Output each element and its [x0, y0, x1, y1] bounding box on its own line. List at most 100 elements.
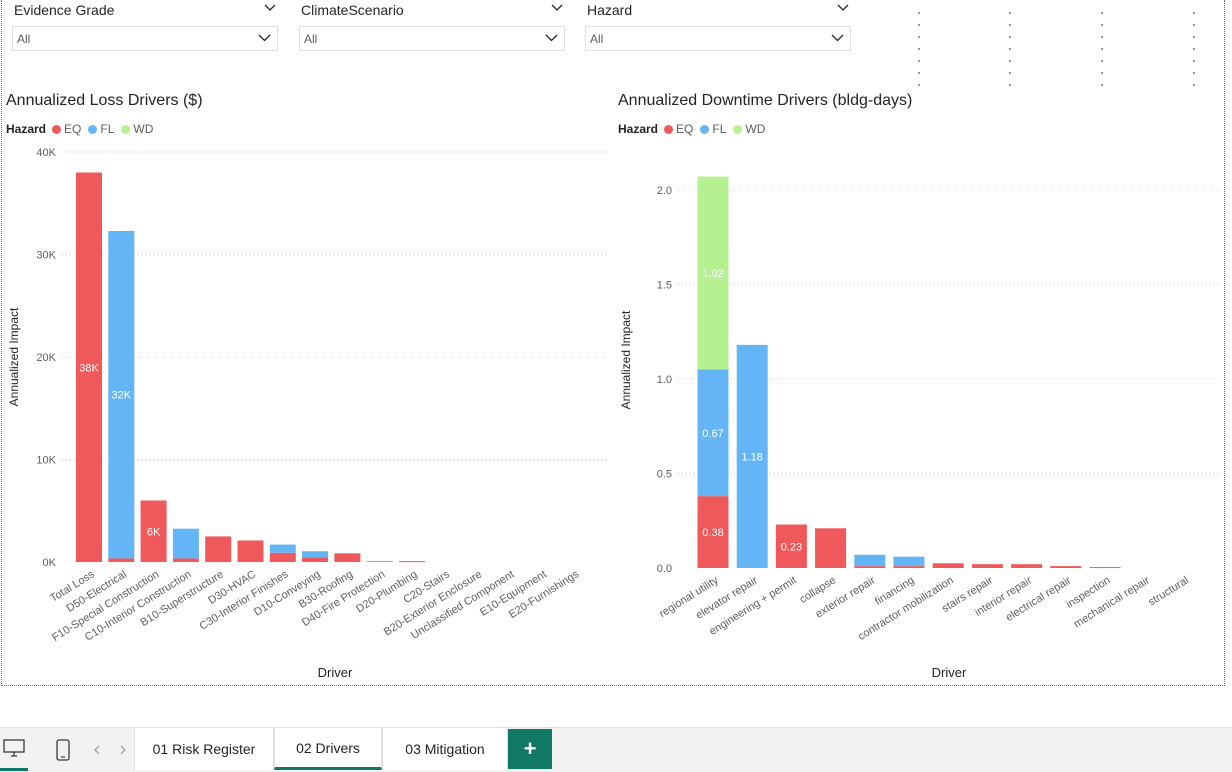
decoration-dot [918, 48, 920, 50]
next-page-button[interactable] [114, 728, 132, 771]
slicer-title: ClimateScenario [301, 2, 404, 18]
downtime-chart-title: Annualized Downtime Drivers (bldg-days) [618, 92, 913, 109]
decoration-dot [918, 60, 920, 62]
decoration-dot [1193, 84, 1195, 86]
x-axis-title: Driver [318, 665, 353, 680]
bar-segment-eq [76, 172, 102, 562]
decoration-dot [1193, 60, 1195, 62]
decoration-dot [1009, 12, 1011, 14]
decoration-dot [1101, 12, 1103, 14]
legend-label: FL [712, 122, 727, 136]
legend-marker [664, 124, 674, 134]
mobile-view-button[interactable] [50, 728, 76, 771]
legend-label: WD [745, 122, 766, 136]
decoration-dot [918, 24, 920, 26]
y-tick-label: 20K [36, 352, 56, 364]
legend-marker [700, 124, 710, 134]
legend-item-wd[interactable]: WD [733, 122, 765, 136]
slicer-dropdown[interactable]: All [299, 26, 565, 51]
data-label: 0.23 [781, 541, 802, 553]
slicer-climate-scenario: ClimateScenario All [297, 0, 565, 54]
bar-segment-fl [172, 528, 199, 559]
add-page-button[interactable]: + [508, 729, 552, 769]
decoration-dot [1193, 48, 1195, 50]
bar-segment-eq [172, 558, 199, 562]
legend-item-wd[interactable]: WD [121, 122, 153, 136]
bar-segment-eq [1011, 564, 1043, 568]
legend-marker [733, 124, 743, 134]
report-canvas: Evidence Grade All ClimateScenario All H… [0, 0, 1225, 686]
tab-risk-register[interactable]: 01 Risk Register [134, 728, 274, 770]
slicer-header[interactable]: ClimateScenario [301, 2, 563, 20]
bar-segment-wd [697, 176, 729, 370]
bar-segment-eq [697, 496, 729, 568]
loss-drivers-chart[interactable]: 0K 10K 20K 30K 40K Annualized Impact Driver 38K… [0, 140, 612, 685]
slicer-header[interactable]: Evidence Grade [14, 2, 276, 20]
data-label: 6K [147, 526, 161, 538]
x-tick-label: electrical repair [1004, 574, 1074, 624]
legend-title: Hazard [6, 122, 47, 136]
decoration-dot [1193, 12, 1195, 14]
y-tick-label: 2.0 [657, 185, 672, 197]
legend-item-eq[interactable]: EQ [664, 122, 693, 136]
chevron-down-icon[interactable] [837, 4, 849, 12]
previous-page-button[interactable] [88, 728, 106, 771]
bar-segment-fl [736, 344, 768, 568]
legend-label: EQ [64, 122, 82, 136]
decoration-dot [918, 36, 920, 38]
data-label: 0.38 [702, 527, 723, 539]
bar-segment-fl [302, 551, 329, 558]
decoration-dot [1009, 60, 1011, 62]
legend-label: EQ [676, 122, 694, 136]
bar-segment-eq [775, 524, 807, 568]
desktop-view-button[interactable] [0, 728, 28, 771]
tab-drivers[interactable]: 02 Drivers [274, 728, 382, 770]
legend-item-fl[interactable]: FL [88, 122, 114, 136]
legend-marker [121, 124, 131, 134]
data-label: 38K [79, 362, 99, 374]
decoration-dot [1009, 84, 1011, 86]
decoration-dot [1101, 48, 1103, 50]
slicer-dropdown[interactable]: All [12, 26, 278, 51]
legend-label: FL [100, 122, 115, 136]
slicer-value: All [590, 32, 604, 46]
decoration-dot [1101, 24, 1103, 26]
tab-mitigation[interactable]: 03 Mitigation [382, 728, 508, 770]
slicer-evidence-grade: Evidence Grade All [10, 0, 278, 54]
decoration-dot [918, 12, 920, 14]
decoration-dot [1193, 36, 1195, 38]
decoration-dot [918, 72, 920, 74]
desktop-view-icon [3, 739, 25, 757]
y-axis-title: Annualized Impact [7, 307, 21, 406]
bar-segment-eq [854, 566, 886, 568]
chevron-down-icon[interactable] [264, 4, 276, 12]
chevron-down-icon [258, 34, 271, 42]
chevron-down-icon [545, 34, 558, 42]
bar-segment-eq [1050, 566, 1082, 568]
y-tick-label: 0.5 [657, 468, 672, 480]
legend-item-eq[interactable]: EQ [52, 122, 81, 136]
bar-segment-fl [854, 554, 886, 567]
bar-segment-eq [893, 566, 925, 568]
y-tick-label: 0.0 [657, 563, 672, 575]
data-label: 32K [112, 390, 132, 402]
y-tick-label: 1.5 [657, 279, 672, 291]
loss-chart-title: Annualized Loss Drivers ($) [6, 92, 203, 109]
y-axis-title: Annualized Impact [619, 310, 633, 409]
y-tick-label: 0K [43, 557, 57, 569]
slicer-value: All [304, 32, 318, 46]
decoration-dot [1009, 72, 1011, 74]
chevron-down-icon[interactable] [551, 4, 563, 12]
downtime-drivers-chart[interactable]: 0.0 0.5 1.0 1.5 2.0 Annualized Impact Driver 0.… [612, 140, 1224, 685]
decoration-dot [1009, 48, 1011, 50]
legend-item-fl[interactable]: FL [700, 122, 726, 136]
decoration-dot [1193, 24, 1195, 26]
bar-segment-eq [302, 557, 329, 562]
slicer-header[interactable]: Hazard [587, 2, 849, 20]
slicer-title: Hazard [587, 2, 633, 18]
decoration-dot [1101, 72, 1103, 74]
decoration-dot [1101, 84, 1103, 86]
slicer-dropdown[interactable]: All [585, 26, 851, 51]
legend-marker [52, 124, 62, 134]
bar-segment-eq [815, 528, 847, 568]
